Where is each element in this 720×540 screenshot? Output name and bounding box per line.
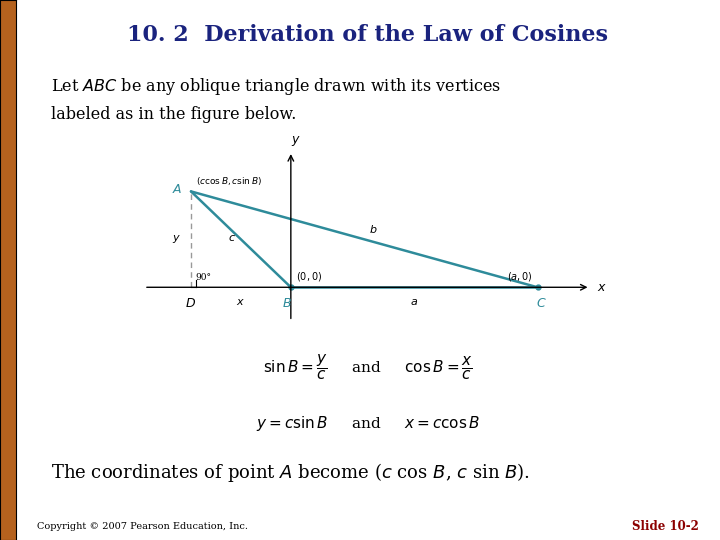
Bar xyxy=(0,24,16,35)
Bar xyxy=(0,289,16,300)
Bar xyxy=(0,221,16,231)
Bar xyxy=(0,172,16,181)
Bar xyxy=(0,84,16,93)
Bar xyxy=(0,201,16,211)
Text: $A$: $A$ xyxy=(172,184,183,197)
Bar xyxy=(0,408,16,417)
Bar xyxy=(0,231,16,240)
Bar xyxy=(0,339,16,348)
Text: Let $\mathit{ABC}$ be any oblique triangle drawn with its vertices
labeled as in: Let $\mathit{ABC}$ be any oblique triang… xyxy=(51,76,501,124)
Bar xyxy=(0,132,16,143)
Bar xyxy=(0,270,16,280)
Bar xyxy=(0,467,16,476)
Bar xyxy=(0,64,16,73)
Bar xyxy=(0,35,16,44)
Bar xyxy=(0,388,16,397)
Bar xyxy=(0,211,16,221)
Bar xyxy=(0,123,16,132)
Text: $c$: $c$ xyxy=(228,233,235,243)
Text: $B$: $B$ xyxy=(282,298,292,310)
Text: Copyright © 2007 Pearson Education, Inc.: Copyright © 2007 Pearson Education, Inc. xyxy=(37,522,248,531)
Text: $D$: $D$ xyxy=(186,298,197,310)
Bar xyxy=(0,54,16,64)
Bar xyxy=(0,181,16,192)
Text: $b$: $b$ xyxy=(369,222,378,234)
Bar xyxy=(0,397,16,408)
Text: $\sin B = \dfrac{y}{c}$     and     $\cos B = \dfrac{x}{c}$: $\sin B = \dfrac{y}{c}$ and $\cos B = \d… xyxy=(263,352,473,382)
Bar xyxy=(0,368,16,378)
Bar xyxy=(0,496,16,505)
Text: $(0, 0)$: $(0, 0)$ xyxy=(295,271,322,284)
Bar xyxy=(0,456,16,467)
Bar xyxy=(0,143,16,152)
Bar xyxy=(0,192,16,201)
Text: $y = c \sin B$     and     $x = c \cos B$: $y = c \sin B$ and $x = c \cos B$ xyxy=(256,414,480,434)
Bar xyxy=(0,152,16,162)
Bar xyxy=(0,103,16,113)
Bar xyxy=(0,329,16,339)
Bar xyxy=(0,319,16,329)
Text: $(c\cos B, c\sin B)$: $(c\cos B, c\sin B)$ xyxy=(196,175,262,187)
Bar xyxy=(0,73,16,84)
Bar xyxy=(0,486,16,496)
Text: $y$: $y$ xyxy=(291,134,300,148)
Bar xyxy=(0,162,16,172)
Text: Slide 10-2: Slide 10-2 xyxy=(632,520,699,533)
Bar xyxy=(0,417,16,427)
Text: 90°: 90° xyxy=(196,273,212,282)
Bar xyxy=(0,348,16,359)
Bar xyxy=(0,44,16,54)
Text: $a$: $a$ xyxy=(410,298,418,307)
Bar xyxy=(0,309,16,319)
Bar xyxy=(0,93,16,103)
Text: 10. 2  Derivation of the Law of Cosines: 10. 2 Derivation of the Law of Cosines xyxy=(127,24,608,46)
Bar xyxy=(0,427,16,437)
Text: $x$: $x$ xyxy=(598,281,607,294)
Bar xyxy=(0,476,16,486)
Bar xyxy=(0,240,16,251)
Bar xyxy=(0,260,16,270)
Bar xyxy=(0,505,16,516)
Bar xyxy=(0,251,16,260)
Bar xyxy=(0,378,16,388)
Bar xyxy=(0,300,16,309)
Text: $y$: $y$ xyxy=(172,233,181,245)
Bar xyxy=(0,113,16,123)
Bar xyxy=(0,280,16,289)
Text: $C$: $C$ xyxy=(536,298,546,310)
Text: $x$: $x$ xyxy=(236,298,246,307)
Bar xyxy=(0,437,16,447)
Text: $(a, 0)$: $(a, 0)$ xyxy=(507,271,533,284)
Bar xyxy=(0,447,16,456)
Text: The coordinates of point $\mathit{A}$ become ($c$ cos $B$, $c$ sin $B$).: The coordinates of point $\mathit{A}$ be… xyxy=(51,461,530,484)
Bar xyxy=(0,359,16,368)
